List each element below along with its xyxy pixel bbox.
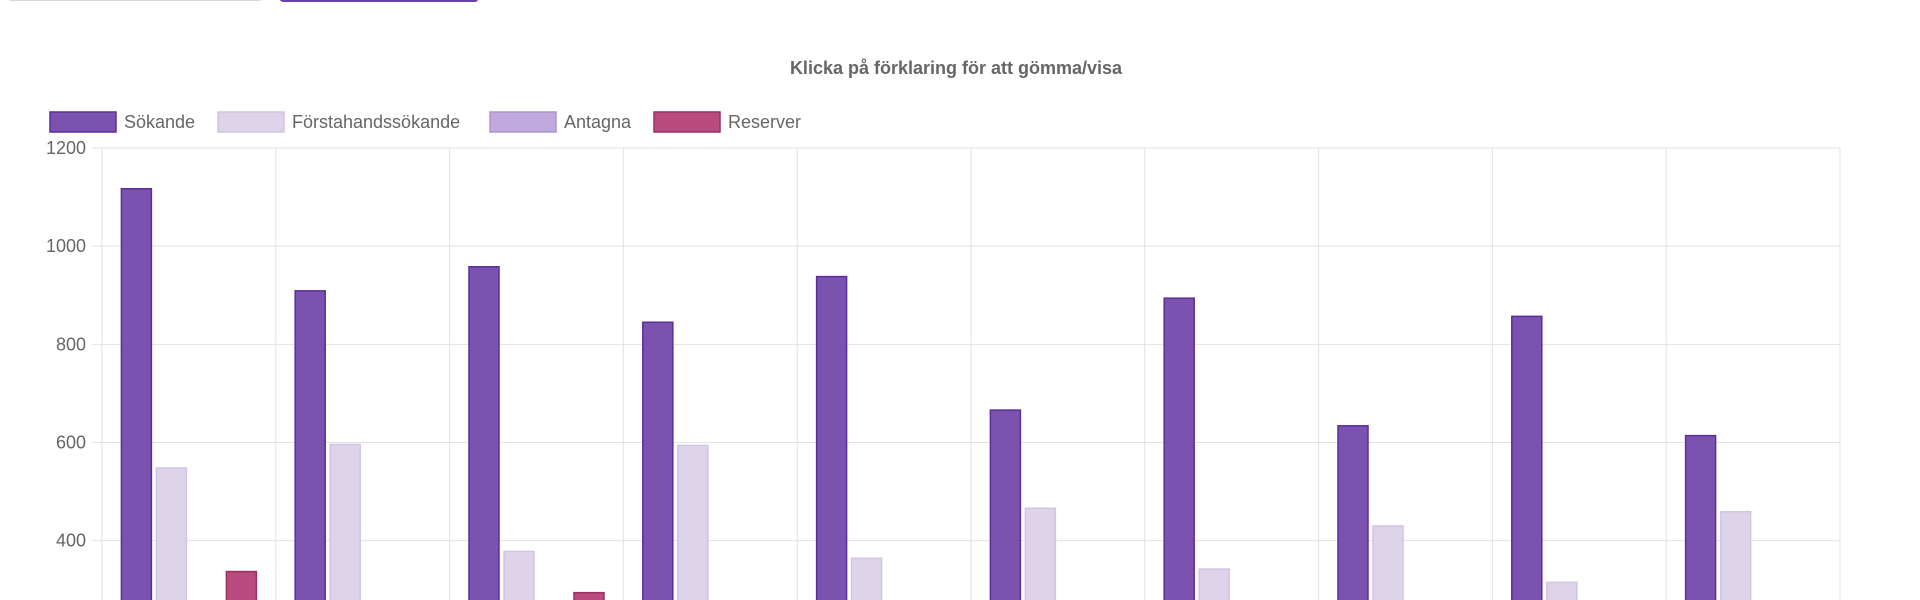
legend-item-3[interactable]: Reserver: [653, 111, 801, 133]
bar-0-7[interactable]: [1337, 425, 1369, 600]
legend-swatch-1: [217, 111, 285, 133]
bar-0-0[interactable]: [120, 187, 153, 600]
legend-item-2[interactable]: Antagna: [489, 111, 632, 133]
legend-item-0[interactable]: Sökande: [49, 111, 195, 133]
bar-0-8[interactable]: [1511, 315, 1543, 600]
chart-grid: [92, 147, 1841, 600]
bar-0-1[interactable]: [294, 290, 326, 600]
legend-swatch-0: [49, 111, 117, 133]
y-tick-label-4: 1200: [46, 138, 86, 158]
y-tick-label-0: 400: [56, 531, 86, 551]
bar-1-4[interactable]: [850, 557, 883, 600]
bar-1-7[interactable]: [1372, 525, 1404, 600]
bar-1-5[interactable]: [1024, 507, 1057, 600]
bar-3-2[interactable]: [573, 591, 605, 600]
legend-label-3: Reserver: [728, 112, 801, 132]
bar-1-2[interactable]: [503, 550, 535, 600]
y-tick-label-3: 1000: [46, 236, 86, 256]
bar-3-0[interactable]: [225, 570, 258, 600]
bar-0-2[interactable]: [468, 266, 500, 600]
bar-1-8[interactable]: [1546, 581, 1578, 600]
bar-0-6[interactable]: [1163, 297, 1195, 600]
chart-legend: Sökande Förstahandssökande Antagna Reserver: [49, 111, 801, 133]
y-tick-label-1: 600: [56, 432, 86, 452]
bar-0-5[interactable]: [989, 409, 1022, 600]
bar-1-3[interactable]: [677, 444, 709, 600]
bar-1-9[interactable]: [1719, 510, 1752, 600]
tab-right[interactable]: [280, 0, 478, 2]
legend-swatch-3: [653, 111, 721, 133]
legend-swatch-2: [489, 111, 557, 133]
bar-1-0[interactable]: [155, 467, 188, 600]
chart-title: Klicka på förklaring för att gömma/visa: [790, 58, 1123, 78]
chart-bars: [120, 187, 1752, 600]
bar-1-1[interactable]: [329, 443, 361, 600]
bar-1-6[interactable]: [1198, 568, 1230, 600]
bar-0-4[interactable]: [815, 275, 848, 600]
legend-label-1: Förstahandssökande: [292, 112, 460, 132]
y-axis: 400 600 800 1000 1200: [46, 138, 86, 551]
bar-0-3[interactable]: [642, 321, 674, 600]
tab-left[interactable]: [8, 0, 262, 1]
y-tick-label-2: 800: [56, 334, 86, 354]
legend-label-0: Sökande: [124, 112, 195, 132]
legend-label-2: Antagna: [564, 112, 632, 132]
legend-item-1[interactable]: Förstahandssökande: [217, 111, 460, 133]
bar-0-9[interactable]: [1684, 434, 1717, 600]
